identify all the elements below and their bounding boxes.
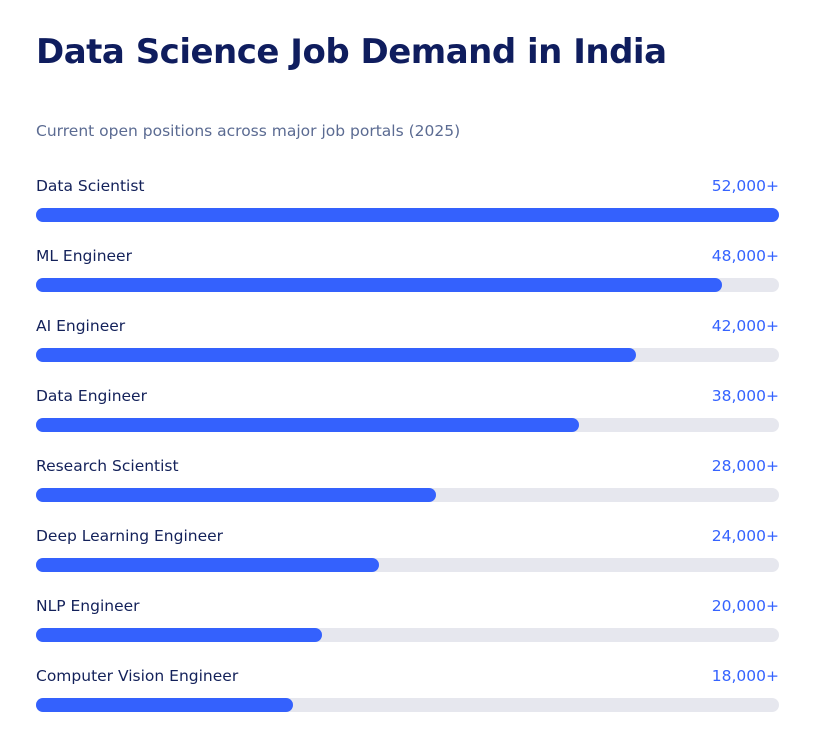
page-title: Data Science Job Demand in India [36,32,667,72]
bar [36,558,379,572]
bar-row: NLP Engineer 20,000+ [36,597,779,657]
bar-row: Data Engineer 38,000+ [36,387,779,447]
bar-value-label: 48,000+ [711,247,779,265]
bar [36,278,722,292]
bar-label: Data Scientist [36,177,145,195]
bar-track [36,418,779,432]
bar-label: NLP Engineer [36,597,140,615]
bar-track [36,628,779,642]
bar-track [36,208,779,222]
bar-track [36,698,779,712]
bar [36,628,322,642]
bar-value-label: 18,000+ [711,667,779,685]
bar-row: Research Scientist 28,000+ [36,457,779,517]
bar-value-label: 38,000+ [711,387,779,405]
bar-label: ML Engineer [36,247,132,265]
bar [36,208,779,222]
subtitle: Current open positions across major job … [36,122,461,140]
bar-track [36,488,779,502]
bar-row: AI Engineer 42,000+ [36,317,779,377]
bar-label: Computer Vision Engineer [36,667,239,685]
bar-row: ML Engineer 48,000+ [36,247,779,307]
bar-value-label: 52,000+ [711,177,779,195]
bar [36,488,437,502]
bar [36,698,294,712]
bar [36,348,637,362]
bar-value-label: 28,000+ [711,457,779,475]
bar-row: Data Scientist 52,000+ [36,177,779,237]
bar-track [36,558,779,572]
bar-track [36,348,779,362]
bar-label: AI Engineer [36,317,126,335]
bar-label: Research Scientist [36,457,179,475]
bar-row: Deep Learning Engineer 24,000+ [36,527,779,587]
bar-track [36,278,779,292]
bar-value-label: 42,000+ [711,317,779,335]
bar-label: Deep Learning Engineer [36,527,224,545]
bar-value-label: 20,000+ [711,597,779,615]
bar-row: Computer Vision Engineer 18,000+ [36,667,779,727]
bar-value-label: 24,000+ [711,527,779,545]
bar-label: Data Engineer [36,387,147,405]
bar [36,418,579,432]
